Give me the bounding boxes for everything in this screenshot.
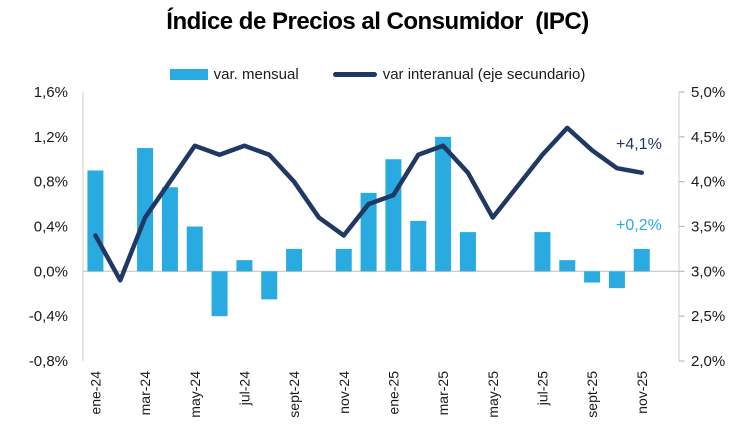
bar-ene-25 (385, 159, 402, 272)
x-axis-label: jul-24 (236, 371, 252, 406)
right-axis-tick-label: 4,0% (691, 174, 725, 191)
bar-sept-25 (584, 271, 601, 283)
chart-title: Índice de Precios al Consumidor (IPC) (166, 8, 589, 35)
x-axis-label: sept-25 (584, 371, 600, 418)
bar-ago-25 (559, 260, 576, 272)
left-axis-tick-label: 1,2% (34, 129, 68, 146)
left-axis-tick-label: 1,6% (34, 84, 68, 101)
bar-jul-24 (236, 260, 253, 272)
x-axis-label: jul-25 (534, 371, 550, 406)
bar-ago-24 (261, 271, 278, 300)
legend-label-monthly: var. mensual (213, 66, 299, 83)
x-axis-label: nov-25 (634, 371, 650, 414)
x-axis-label: may-24 (187, 371, 203, 418)
bar-abr-24 (161, 187, 178, 272)
annotation-interannual-last-value: +4,1% (616, 136, 662, 153)
x-axis-label: ene-24 (87, 371, 103, 415)
bar-mar-25 (435, 136, 452, 272)
annotation-monthly-last-value: +0,2% (616, 217, 662, 234)
left-axis-tick-label: -0,8% (29, 353, 68, 370)
bar-may-24 (186, 226, 203, 272)
chart-legend: var. mensual var interanual (eje secunda… (0, 66, 755, 83)
right-axis-tick-label: 4,5% (691, 129, 725, 146)
bar-feb-25 (410, 220, 427, 272)
legend-label-interannual: var interanual (eje secundario) (382, 66, 586, 83)
bar-jun-24 (211, 271, 228, 317)
legend-item-monthly: var. mensual (169, 66, 299, 83)
right-axis-tick-label: 2,5% (691, 308, 725, 325)
right-axis-tick-label: 5,0% (691, 84, 725, 101)
x-axis-label: ene-25 (385, 371, 401, 415)
left-axis-tick-label: 0,4% (34, 219, 68, 236)
right-axis-tick-label: 3,0% (691, 263, 725, 280)
bar-oct-25 (608, 271, 625, 289)
interannual-line (93, 125, 644, 283)
bar-abr-25 (459, 232, 476, 272)
x-axis-label: may-25 (485, 371, 501, 418)
left-axis-tick-label: 0,0% (34, 263, 68, 280)
x-axis-label: mar-25 (435, 371, 451, 416)
bar-nov-25 (633, 248, 650, 272)
bar-series-swatch (169, 69, 208, 80)
bar-ene-24 (87, 170, 104, 272)
bar-jul-25 (534, 232, 551, 272)
x-axis-label: mar-24 (137, 371, 153, 416)
left-axis-tick-label: 0,8% (34, 174, 68, 191)
bar-nov-24 (335, 248, 352, 272)
right-axis-tick-label: 3,5% (691, 219, 725, 236)
left-axis-tick-label: -0,4% (29, 308, 68, 325)
right-axis-tick-label: 2,0% (691, 353, 725, 370)
x-axis-label: nov-24 (336, 371, 352, 414)
x-axis-label: sept-24 (286, 371, 302, 418)
line-series-swatch (332, 72, 377, 77)
bar-mar-24 (137, 148, 154, 272)
bar-sept-24 (286, 248, 303, 272)
legend-item-interannual: var interanual (eje secundario) (332, 66, 586, 83)
